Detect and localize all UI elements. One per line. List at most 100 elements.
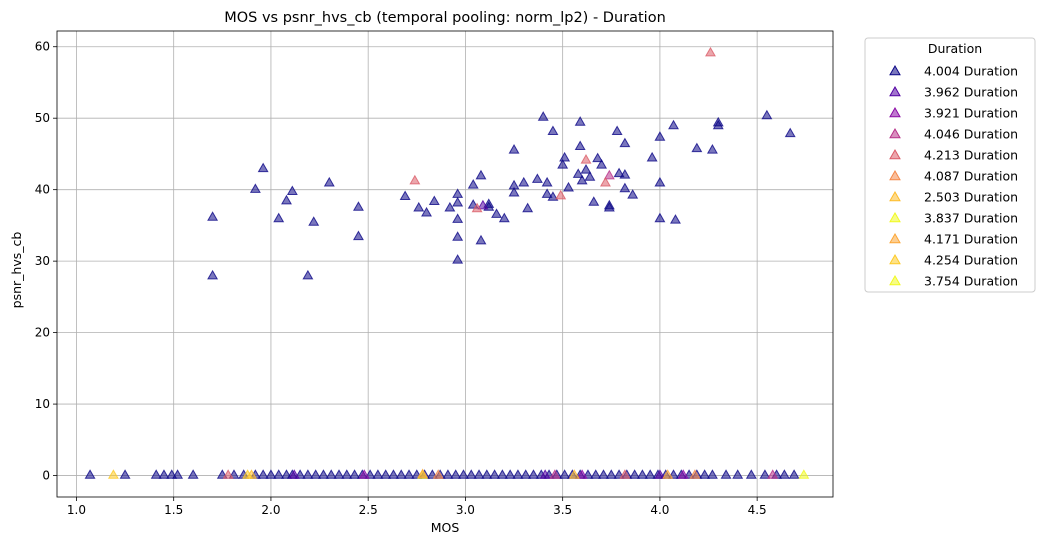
data-point-series-0 — [518, 176, 530, 187]
legend-label: 3.837 Duration — [924, 211, 1018, 226]
x-tick-label: 1.0 — [67, 503, 86, 517]
data-point-series-0 — [520, 469, 532, 479]
data-point-series-4 — [580, 154, 592, 164]
data-point-series-0 — [706, 469, 718, 479]
data-point-series-0 — [670, 214, 681, 224]
data-point-series-0 — [257, 162, 269, 173]
data-point-series-0 — [498, 212, 510, 223]
data-point-series-4 — [222, 469, 234, 479]
legend-title: Duration — [928, 41, 982, 56]
data-point-series-0 — [308, 216, 320, 226]
data-point-series-0 — [512, 469, 524, 479]
data-point-series-0 — [150, 469, 162, 479]
data-point-series-0 — [442, 469, 454, 479]
data-point-series-0 — [574, 116, 586, 126]
data-point-series-0 — [605, 469, 617, 479]
data-point-series-0 — [491, 208, 503, 218]
data-point-series-0 — [732, 469, 744, 479]
data-point-series-0 — [508, 186, 520, 197]
data-point-series-4 — [471, 202, 483, 213]
legend-marker — [889, 148, 901, 160]
x-tick-label: 2.0 — [261, 503, 280, 517]
data-point-series-2 — [576, 469, 588, 479]
data-point-series-0 — [574, 140, 586, 151]
data-point-series-0 — [537, 111, 549, 121]
data-point-series-0 — [84, 469, 96, 479]
legend-label: 4.213 Duration — [924, 148, 1018, 163]
data-point-series-0 — [310, 469, 322, 479]
data-point-series-0 — [403, 469, 415, 479]
data-point-series-4 — [409, 174, 421, 185]
data-point-series-1 — [654, 469, 666, 479]
legend-label: 3.921 Duration — [924, 106, 1018, 121]
data-point-series-0 — [619, 169, 631, 179]
data-point-series-0 — [387, 469, 399, 479]
data-point-series-0 — [778, 469, 790, 479]
data-point-series-0 — [444, 201, 456, 212]
data-point-series-0 — [483, 198, 495, 208]
data-point-series-0 — [452, 231, 464, 241]
data-point-series-0 — [522, 202, 534, 213]
data-point-series-0 — [496, 469, 508, 479]
x-tick-label: 2.5 — [359, 503, 378, 517]
data-point-series-0 — [158, 469, 170, 479]
data-point-series-1 — [288, 469, 300, 479]
legend-marker — [889, 85, 901, 97]
data-point-series-0 — [588, 196, 600, 206]
data-point-series-0 — [395, 469, 407, 479]
data-point-series-0 — [475, 234, 487, 245]
data-point-series-0 — [720, 469, 732, 479]
data-point-series-8 — [417, 468, 429, 479]
data-point-series-0 — [380, 469, 392, 479]
data-point-series-0 — [475, 169, 487, 180]
data-point-series-0 — [788, 469, 800, 479]
data-point-series-0 — [644, 469, 656, 479]
y-axis-label: psnr_hvs_cb — [9, 232, 24, 309]
data-point-series-1 — [477, 199, 489, 210]
data-point-series-0 — [547, 191, 559, 201]
data-point-series-3 — [549, 469, 561, 479]
data-point-series-0 — [317, 469, 329, 479]
data-point-series-3 — [767, 469, 779, 479]
legend-label: 4.087 Duration — [924, 169, 1018, 184]
data-point-series-0 — [265, 469, 277, 479]
data-point-series-0 — [372, 469, 384, 479]
legend-marker — [889, 64, 901, 76]
x-tick-label: 4.5 — [748, 503, 767, 517]
data-point-series-0 — [273, 212, 285, 223]
data-point-series-0 — [547, 125, 559, 136]
data-point-series-0 — [508, 144, 520, 154]
x-tick-label: 3.0 — [456, 503, 475, 517]
y-tick-label: 30 — [35, 254, 50, 268]
data-point-series-0 — [119, 469, 131, 479]
data-point-series-0 — [576, 174, 588, 185]
data-point-series-9 — [107, 469, 119, 479]
data-point-series-0 — [745, 469, 757, 479]
data-point-series-4 — [599, 176, 611, 187]
legend-marker — [889, 253, 901, 265]
data-point-series-0 — [187, 469, 199, 479]
data-point-series-0 — [531, 173, 543, 183]
data-point-series-4 — [705, 46, 716, 57]
data-point-series-0 — [598, 469, 609, 479]
y-tick-label: 60 — [35, 40, 50, 54]
x-axis-label: MOS — [431, 520, 460, 535]
data-point-series-0 — [784, 127, 796, 138]
data-point-series-0 — [627, 189, 639, 199]
data-point-series-0 — [541, 188, 553, 198]
data-point-series-0 — [452, 196, 464, 207]
data-point-series-0 — [619, 182, 631, 193]
data-point-series-0 — [563, 181, 574, 192]
x-tick-label: 3.5 — [553, 503, 572, 517]
legend-label: 4.171 Duration — [924, 232, 1018, 247]
data-point-series-0 — [257, 469, 269, 479]
data-point-series-0 — [489, 469, 501, 479]
data-point-series-0 — [465, 469, 477, 479]
data-point-series-5 — [432, 469, 444, 479]
data-point-series-0 — [629, 469, 641, 479]
data-point-series-0 — [654, 212, 666, 223]
data-point-series-0 — [559, 469, 571, 479]
data-point-series-0 — [452, 188, 464, 198]
data-point-series-0 — [572, 168, 584, 178]
data-point-series-0 — [654, 131, 666, 141]
